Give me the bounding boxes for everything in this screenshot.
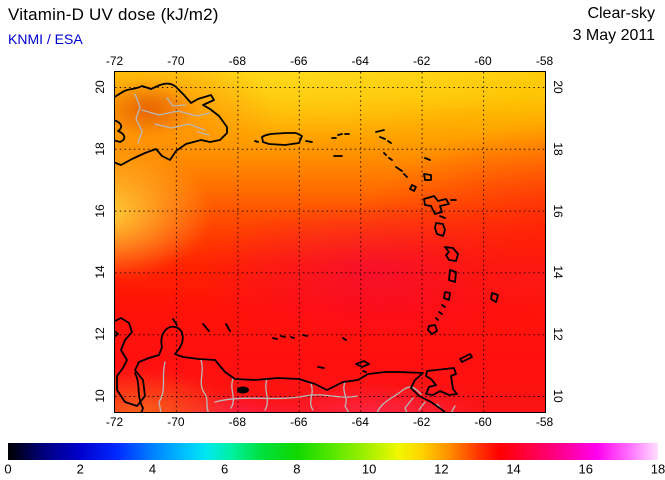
lon-tick-bottom: -72 [105,415,124,429]
lon-tick-top: -66 [290,54,308,68]
lat-tick-left: 16 [93,203,107,218]
lon-tick-bottom: -58 [535,415,554,429]
lon-tick-top: -60 [474,54,492,68]
lon-tick-top: -72 [105,54,124,68]
colorbar [8,443,658,460]
colorbar-tick: 8 [293,461,301,477]
colorbar-tick: 2 [76,461,84,477]
colorbar-tick: 10 [361,461,377,477]
lon-tick-bottom: -64 [351,415,369,429]
lon-tick-top: -70 [167,54,185,68]
colorbar-tick: 4 [148,461,157,477]
lon-tick-bottom: -68 [228,415,247,429]
date-label: 3 May 2011 [572,27,655,44]
colorbar-tick: 12 [434,461,449,477]
lat-tick-left: 18 [93,142,107,156]
lon-tick-bottom: -70 [167,415,185,429]
map-panel [114,71,546,413]
lon-tick-bottom: -62 [412,415,431,429]
uv-dose-field [115,72,545,412]
condition-label: Clear-sky [587,5,655,22]
lat-tick-right: 14 [551,265,565,280]
lat-tick-right: 12 [551,327,565,341]
lon-tick-top: -64 [351,54,369,68]
page-title: Vitamin-D UV dose (kJ/m2) [8,5,219,24]
lat-tick-left: 12 [93,327,107,341]
lon-tick-top: -68 [228,54,247,68]
lon-tick-top: -58 [535,54,554,68]
colorbar-tick: 6 [221,461,229,477]
rivers [134,93,456,412]
lat-tick-right: 10 [551,389,565,403]
coastlines [115,82,499,412]
colorbar-tick: 18 [650,461,665,477]
lat-tick-right: 20 [551,80,565,94]
lon-tick-top: -62 [412,54,431,68]
lon-tick-bottom: -66 [290,415,308,429]
lat-tick-left: 10 [93,389,107,403]
lat-tick-right: 18 [551,142,565,156]
grid-lines [115,72,545,412]
lat-tick-left: 20 [93,80,107,94]
lat-tick-right: 16 [551,203,565,218]
coastline-overlay [115,72,545,412]
lon-tick-bottom: -60 [474,415,492,429]
colorbar-tick: 16 [578,461,593,477]
lat-tick-left: 14 [93,265,107,280]
colorbar-tick: 0 [4,461,12,477]
colorbar-tick: 14 [506,461,521,477]
source-credit: KNMI / ESA [8,31,83,47]
